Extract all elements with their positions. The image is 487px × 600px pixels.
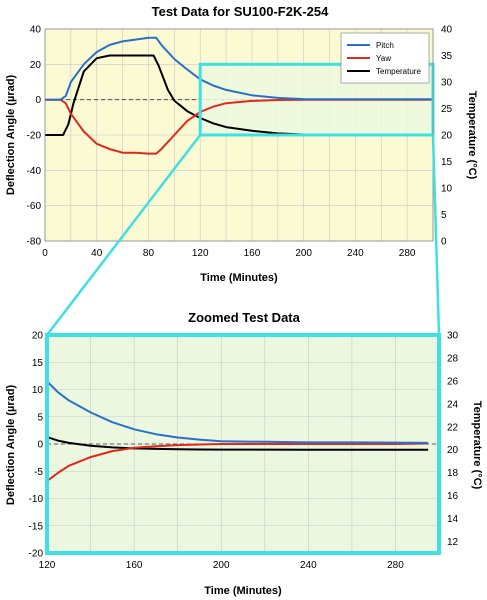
zoom-connector-lines <box>46 134 441 336</box>
y-tick-label: 15 <box>32 358 44 369</box>
y2-tick-label: 20 <box>447 445 459 456</box>
chart2-title: Zoomed Test Data <box>188 310 300 325</box>
y-tick-label: -20 <box>29 549 44 560</box>
y-tick-label: 10 <box>32 385 44 396</box>
y2-tick-label: 0 <box>441 237 447 248</box>
chart2-zoom-frame <box>45 333 441 555</box>
chart2-ylabel: Deflection Angle (µrad) <box>5 385 17 506</box>
connector-line-right <box>431 134 441 336</box>
y-tick-label: 20 <box>32 331 44 342</box>
y2-tick-label: 5 <box>441 210 447 221</box>
y-tick-label: 40 <box>30 25 42 36</box>
series-line-yaw <box>45 98 433 155</box>
x-tick-label: 280 <box>387 560 404 571</box>
y2-tick-label: 14 <box>447 514 459 525</box>
legend-yaw-label: Yaw <box>376 54 391 63</box>
x-tick-label: 240 <box>300 560 317 571</box>
y-tick-label: -5 <box>34 467 43 478</box>
y2-tick-label: 12 <box>447 537 459 548</box>
legend-pitch-label: Pitch <box>376 41 394 50</box>
y-tick-label: -20 <box>27 131 42 142</box>
x-tick-label: 200 <box>213 560 230 571</box>
y2-tick-label: 18 <box>447 468 459 479</box>
chart1-xlabel: Time (Minutes) <box>200 272 278 284</box>
y2-tick-label: 30 <box>441 78 453 89</box>
chart2-series <box>46 380 429 482</box>
x-tick-label: 160 <box>244 248 261 259</box>
y2-tick-label: 10 <box>441 184 453 195</box>
y2-tick-label: 25 <box>441 104 453 115</box>
y2-tick-label: 16 <box>447 491 459 502</box>
chart2-xlabel: Time (Minutes) <box>204 585 282 597</box>
series-line-pitch <box>46 380 429 444</box>
chart1-title: Test Data for SU100-F2K-254 <box>152 4 330 19</box>
series-line-temperature <box>45 54 434 136</box>
y-tick-label: 0 <box>37 440 43 451</box>
chart2-y2label: Temperature (°C) <box>471 401 483 490</box>
x-tick-label: 40 <box>91 248 103 259</box>
y-tick-label: 20 <box>30 60 42 71</box>
chart1-y2label: Temperature (°C) <box>466 91 478 180</box>
chart1-series <box>45 36 434 155</box>
y-tick-label: 5 <box>37 412 43 423</box>
x-tick-label: 160 <box>126 560 143 571</box>
x-tick-label: 280 <box>399 248 416 259</box>
legend-temperature-label: Temperature <box>376 67 421 76</box>
y2-tick-label: 26 <box>447 376 459 387</box>
x-tick-label: 0 <box>42 248 48 259</box>
y2-tick-label: 30 <box>447 331 459 342</box>
x-tick-label: 240 <box>347 248 364 259</box>
connector-line-left <box>46 134 202 336</box>
x-tick-label: 80 <box>143 248 155 259</box>
series-line-pitch <box>45 36 433 101</box>
y-tick-label: -10 <box>29 494 44 505</box>
y-tick-label: -40 <box>27 166 42 177</box>
series-line-temperature <box>46 436 429 451</box>
x-tick-label: 200 <box>295 248 312 259</box>
y2-tick-label: 35 <box>441 51 453 62</box>
y2-tick-label: 20 <box>441 131 453 142</box>
y-tick-label: -15 <box>29 521 44 532</box>
y2-tick-label: 15 <box>441 157 453 168</box>
y2-tick-label: 22 <box>447 422 459 433</box>
x-tick-label: 120 <box>192 248 209 259</box>
chart1-ylabel: Deflection Angle (µrad) <box>5 75 17 196</box>
y2-tick-label: 28 <box>447 353 459 364</box>
chart1-legend: Pitch Yaw Temperature <box>340 32 430 84</box>
y-tick-label: 0 <box>35 95 41 106</box>
y-tick-label: -80 <box>27 237 42 248</box>
y2-tick-label: 24 <box>447 399 459 410</box>
series-line-yaw <box>46 442 429 482</box>
y2-tick-label: 40 <box>441 25 453 36</box>
x-tick-label: 120 <box>39 560 56 571</box>
y-tick-label: -60 <box>27 201 42 212</box>
